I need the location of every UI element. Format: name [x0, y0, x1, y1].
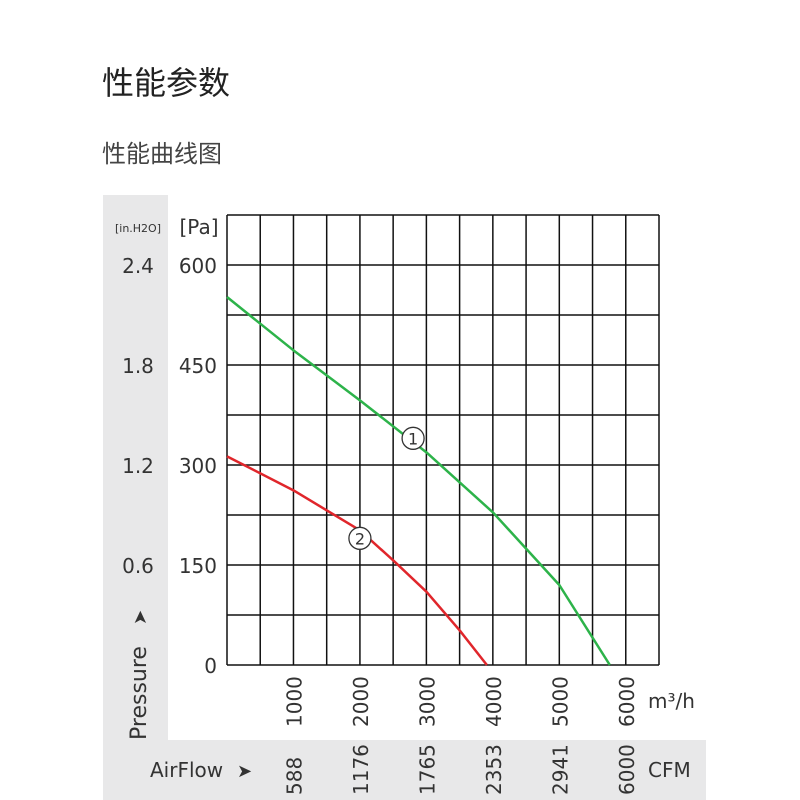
curve-series-1: [226, 296, 611, 666]
y-tick-inh2o: 0.6: [122, 554, 154, 578]
y-tick-pa: 450: [179, 354, 217, 378]
x-tick-m3h: 6000: [615, 676, 639, 727]
airflow-arrow-icon: ➤: [237, 761, 252, 782]
x-tick-cfm: 1176: [349, 744, 373, 795]
x-tick-m3h: 3000: [415, 676, 439, 727]
m3h-unit: m³/h: [648, 689, 695, 713]
inh2o-unit: [in.H2O]: [115, 222, 161, 235]
x-tick-cfm: 2353: [482, 744, 506, 795]
curve-series-2: [226, 455, 488, 666]
x-tick-m3h: 1000: [282, 676, 306, 727]
y-tick-pa: 150: [179, 554, 217, 578]
x-tick-cfm: 1765: [415, 744, 439, 795]
y-tick-inh2o: 1.2: [122, 454, 154, 478]
curve-marker-circle: [348, 526, 372, 550]
left-axis-band: [103, 195, 168, 740]
x-tick-cfm: 6000: [615, 744, 639, 795]
y-tick-pa: 300: [179, 454, 217, 478]
curve-marker-circle: [401, 426, 425, 450]
cfm-unit: CFM: [648, 758, 691, 782]
x-tick-m3h: 4000: [482, 676, 506, 727]
section-title: 性能曲线图: [102, 140, 222, 168]
airflow-label: AirFlow: [150, 758, 223, 782]
y-tick-inh2o: 2.4: [122, 254, 154, 278]
page-title: 性能参数: [102, 64, 231, 102]
y-tick-pa: 0: [204, 654, 217, 678]
bottom-axis-band: [103, 740, 706, 800]
x-tick-m3h: 2000: [349, 676, 373, 727]
pressure-arrow-icon: ➤: [130, 610, 151, 625]
x-tick-cfm: 2941: [548, 744, 572, 795]
curve-marker-label: 1: [408, 429, 418, 448]
y-tick-inh2o: 1.8: [122, 354, 154, 378]
pa-unit: [Pa]: [179, 215, 218, 239]
pressure-label: Pressure: [127, 646, 152, 740]
x-tick-cfm: 588: [282, 757, 306, 795]
y-tick-pa: 600: [179, 254, 217, 278]
x-tick-m3h: 5000: [548, 676, 572, 727]
curve-marker-label: 2: [355, 529, 365, 548]
